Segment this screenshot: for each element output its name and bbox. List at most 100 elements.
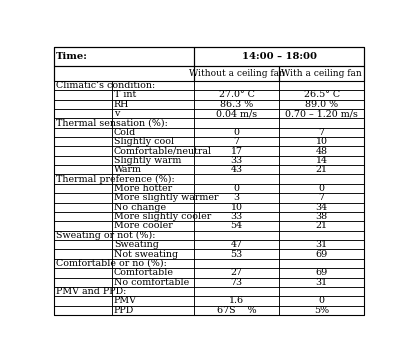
Bar xyxy=(194,175,279,184)
Bar xyxy=(279,231,364,240)
Bar xyxy=(194,277,279,287)
Bar xyxy=(54,287,113,296)
Bar xyxy=(113,118,194,127)
Bar xyxy=(113,137,194,146)
Text: Slightly warm: Slightly warm xyxy=(114,156,182,165)
Bar xyxy=(54,118,113,127)
Bar xyxy=(194,193,279,202)
Text: Climatic’s condition:: Climatic’s condition: xyxy=(56,81,155,90)
Bar xyxy=(113,306,194,315)
Bar xyxy=(279,193,364,202)
Bar xyxy=(194,146,279,156)
Bar xyxy=(279,146,364,156)
Bar xyxy=(54,250,113,259)
Bar xyxy=(54,156,113,165)
Text: 43: 43 xyxy=(231,165,243,174)
Bar xyxy=(113,146,194,156)
Bar xyxy=(113,175,194,184)
Bar xyxy=(54,306,113,315)
Text: 1.6: 1.6 xyxy=(229,296,244,306)
Text: 21: 21 xyxy=(315,221,328,231)
Bar xyxy=(54,109,113,118)
Bar xyxy=(279,127,364,137)
Bar xyxy=(194,296,279,306)
Text: 27: 27 xyxy=(231,268,243,277)
Text: No comfortable: No comfortable xyxy=(114,278,189,287)
Bar xyxy=(194,231,279,240)
Bar xyxy=(194,184,279,193)
Bar xyxy=(54,202,113,212)
Text: Cold: Cold xyxy=(114,128,136,137)
Bar xyxy=(279,277,364,287)
Bar xyxy=(54,221,113,231)
Bar xyxy=(279,175,364,184)
Bar xyxy=(54,231,113,240)
Text: 48: 48 xyxy=(315,146,328,156)
Bar xyxy=(54,146,113,156)
Text: 10: 10 xyxy=(231,203,243,212)
Text: PMV: PMV xyxy=(114,296,137,306)
Text: PMV and PPD:: PMV and PPD: xyxy=(56,287,126,296)
Text: 69: 69 xyxy=(315,268,328,277)
Bar xyxy=(194,156,279,165)
Bar xyxy=(54,175,113,184)
Bar xyxy=(54,240,113,250)
Bar xyxy=(113,100,194,109)
Bar xyxy=(54,137,113,146)
Text: With a ceiling fan: With a ceiling fan xyxy=(281,69,362,78)
Text: 31: 31 xyxy=(315,240,328,249)
Text: 17: 17 xyxy=(231,146,243,156)
Text: 7: 7 xyxy=(319,128,325,137)
Text: 26.5° C: 26.5° C xyxy=(304,90,339,99)
Bar xyxy=(194,259,279,268)
Bar xyxy=(113,193,194,202)
Text: Not sweating: Not sweating xyxy=(114,250,178,258)
Text: Thermal sensation (%):: Thermal sensation (%): xyxy=(56,119,168,127)
Bar xyxy=(194,66,279,81)
Text: 0: 0 xyxy=(234,128,239,137)
Text: Thermal preference (%):: Thermal preference (%): xyxy=(56,175,175,184)
Bar xyxy=(194,240,279,250)
Text: Sweating or not (%):: Sweating or not (%): xyxy=(56,231,155,240)
Text: Slightly cool: Slightly cool xyxy=(114,137,174,146)
Text: 73: 73 xyxy=(231,278,243,287)
Bar xyxy=(54,259,113,268)
Bar xyxy=(54,296,113,306)
Bar xyxy=(113,81,194,90)
Bar xyxy=(279,240,364,250)
Text: No change: No change xyxy=(114,203,166,212)
Bar xyxy=(194,250,279,259)
Bar xyxy=(113,259,194,268)
Bar xyxy=(194,137,279,146)
Bar xyxy=(194,109,279,118)
Text: 7: 7 xyxy=(234,137,239,146)
Text: 34: 34 xyxy=(315,203,328,212)
Bar xyxy=(113,221,194,231)
Bar xyxy=(194,118,279,127)
Bar xyxy=(279,165,364,175)
Text: 0.04 m/s: 0.04 m/s xyxy=(216,109,257,118)
Text: 3: 3 xyxy=(234,193,240,202)
Bar xyxy=(194,306,279,315)
Bar xyxy=(113,250,194,259)
Bar xyxy=(113,90,194,100)
Text: 10: 10 xyxy=(315,137,328,146)
Text: 67S    %: 67S % xyxy=(217,306,257,315)
Bar xyxy=(54,47,194,66)
Text: Comfortable or no (%):: Comfortable or no (%): xyxy=(56,259,167,268)
Text: Comfortable: Comfortable xyxy=(114,268,174,277)
Text: 14: 14 xyxy=(315,156,328,165)
Bar xyxy=(54,127,113,137)
Text: PPD: PPD xyxy=(114,306,134,315)
Text: 0: 0 xyxy=(319,184,325,193)
Text: 27.0° C: 27.0° C xyxy=(219,90,255,99)
Text: 14:00 – 18:00: 14:00 – 18:00 xyxy=(242,52,317,61)
Text: Sweating: Sweating xyxy=(114,240,159,249)
Bar xyxy=(279,81,364,90)
Bar xyxy=(113,296,194,306)
Bar xyxy=(194,287,279,296)
Text: 7: 7 xyxy=(319,193,325,202)
Bar xyxy=(113,212,194,221)
Text: 54: 54 xyxy=(231,221,243,231)
Bar xyxy=(279,90,364,100)
